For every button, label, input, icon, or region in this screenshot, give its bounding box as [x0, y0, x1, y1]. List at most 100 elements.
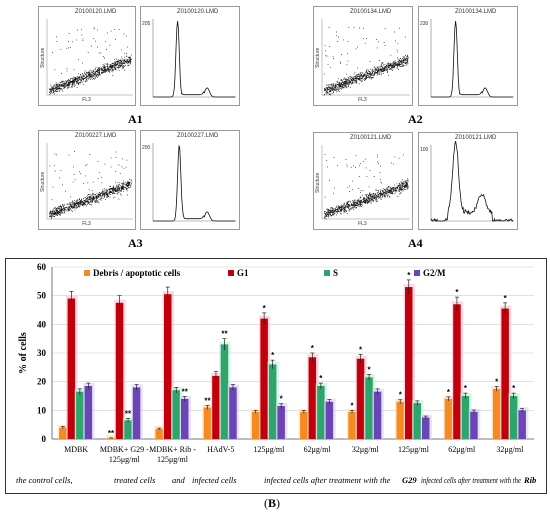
- bar-g2-m: [373, 391, 382, 439]
- scatter-dots: [321, 19, 410, 96]
- histogram-curve: [152, 143, 236, 222]
- bar-debris-apoptotic-cells: [155, 428, 163, 439]
- bar-g2-m: [277, 406, 285, 439]
- annotation-rib: Rib: [523, 475, 536, 485]
- bar-chart-svg: 0 10 20 30 40 50 60 % of cells Debris / apoptoti…: [16, 262, 536, 485]
- histogram-curve: [152, 19, 236, 98]
- bar-g1: [356, 358, 365, 439]
- annotation-rib-text: infected cells after treatment with the: [421, 475, 521, 485]
- significance-mark: *: [263, 304, 267, 313]
- x-tick-label: 32μg/ml: [352, 445, 380, 454]
- legend-label: G1: [237, 268, 249, 278]
- bar-debris-apoptotic-cells: [396, 401, 404, 439]
- bar-g1: [308, 357, 317, 439]
- scatter-plot-A1: Z0100120.LMD Structure FL3: [38, 6, 136, 106]
- x-tick-label: 32μg/ml: [496, 445, 524, 454]
- legend-swatch: [84, 270, 90, 276]
- annotation-g29: G29: [402, 475, 417, 485]
- bar-s: [509, 396, 518, 439]
- x-tick-label: 62μg/ml: [448, 445, 476, 454]
- scatter-xlabel: FL3: [358, 221, 367, 227]
- x-tick-label: MDBK+ G29 -125μg/ml: [100, 445, 149, 464]
- scatter-xlabel: FL3: [82, 97, 91, 103]
- bar-g2-m: [470, 411, 478, 439]
- significance-mark: *: [311, 344, 315, 353]
- panel-b-label: (B): [264, 496, 281, 510]
- significance-mark: *: [399, 391, 403, 400]
- x-tick-label: 125μg/ml: [253, 445, 285, 454]
- bar-debris-apoptotic-cells: [59, 427, 67, 439]
- bar-s: [317, 385, 325, 439]
- y-tick-label: 40: [37, 319, 47, 329]
- histogram-A4: Z0100121.LMD 100: [418, 132, 518, 230]
- bar-g2-m: [325, 401, 334, 439]
- significance-mark: **: [221, 330, 228, 339]
- x-tick-label: 125μg/ml: [398, 445, 430, 454]
- panel-label-A3: A3: [128, 236, 143, 250]
- histogram-title: Z0100227.LMD: [177, 133, 219, 139]
- panel-label-A4: A4: [408, 236, 423, 250]
- legend-label: G2/M: [423, 268, 446, 278]
- annotation-g29-text: infected cells after treatment with the: [264, 475, 391, 485]
- histogram-A2: Z0100134.LMD 230: [418, 6, 518, 106]
- bar-g1: [164, 294, 172, 439]
- x-tick-label: 62μg/ml: [304, 445, 332, 454]
- y-tick-label: 50: [37, 291, 47, 301]
- bar-s: [76, 391, 84, 439]
- significance-mark: *: [455, 288, 459, 297]
- annotation-control: the control cells,: [16, 475, 73, 485]
- significance-mark: *: [407, 271, 411, 280]
- x-tick-label: MDBK+ Rib -125μg/ml: [149, 445, 196, 464]
- scatter-plot-A4: Z0100121.LMD Structure FL3: [313, 132, 413, 230]
- histogram-ytick: 230: [420, 21, 429, 27]
- bar-g2-m: [132, 387, 141, 439]
- legend-swatch: [324, 270, 330, 276]
- scatter-title: Z0100120.LMD: [75, 9, 117, 15]
- bar-s: [172, 390, 180, 439]
- significance-mark: *: [280, 395, 284, 404]
- bar-s: [365, 377, 373, 439]
- histogram-title: Z0100121.LMD: [455, 135, 497, 141]
- bar-debris-apoptotic-cells: [107, 438, 115, 439]
- significance-mark: *: [367, 366, 371, 375]
- significance-mark: **: [182, 388, 189, 397]
- histogram-curve: [430, 140, 514, 223]
- histogram-A3: Z0100227.LMD 200: [140, 130, 240, 230]
- annotation-infected: infected cells: [192, 475, 237, 485]
- significance-mark: *: [512, 384, 516, 393]
- histogram-curve: [430, 19, 514, 98]
- cell-cycle-chart: 0 10 20 30 40 50 60 % of cells Debris / apoptoti…: [5, 258, 547, 494]
- significance-mark: **: [125, 410, 132, 419]
- panel-label-A2: A2: [408, 112, 423, 126]
- bar-debris-apoptotic-cells: [444, 398, 453, 439]
- bar-debris-apoptotic-cells: [300, 411, 308, 439]
- y-tick-label: 30: [37, 348, 47, 358]
- scatter-xlabel: FL3: [82, 221, 91, 227]
- bar-g1: [67, 298, 76, 439]
- bar-g2-m: [181, 398, 189, 439]
- bar-g1: [260, 318, 268, 439]
- histogram-title: Z0100120.LMD: [177, 9, 219, 15]
- significance-mark: *: [447, 388, 451, 397]
- scatter-title: Z0100227.LMD: [75, 133, 117, 139]
- bar-g2-m: [84, 385, 93, 439]
- significance-mark: *: [319, 374, 323, 383]
- legend-swatch: [414, 270, 420, 276]
- histogram-title: Z0100134.LMD: [455, 9, 497, 15]
- scatter-xlabel: FL3: [358, 97, 367, 103]
- bar-g1: [212, 375, 220, 439]
- annotation-and: and: [172, 475, 186, 485]
- scatter-dots: [46, 143, 133, 220]
- bar-debris-apoptotic-cells: [348, 411, 356, 439]
- histogram-ytick: 200: [142, 145, 151, 151]
- bar-g1: [405, 287, 413, 439]
- bar-g1: [115, 302, 124, 439]
- bar-debris-apoptotic-cells: [251, 411, 260, 439]
- scatter-dots: [321, 145, 410, 220]
- bar-s: [461, 396, 470, 439]
- scatter-plot-A2: Z0100134.LMD Structure FL3: [313, 6, 413, 106]
- scatter-title: Z0100134.LMD: [350, 9, 392, 15]
- legend-swatch: [228, 270, 234, 276]
- bar-debris-apoptotic-cells: [492, 388, 501, 439]
- significance-mark: *: [350, 401, 354, 410]
